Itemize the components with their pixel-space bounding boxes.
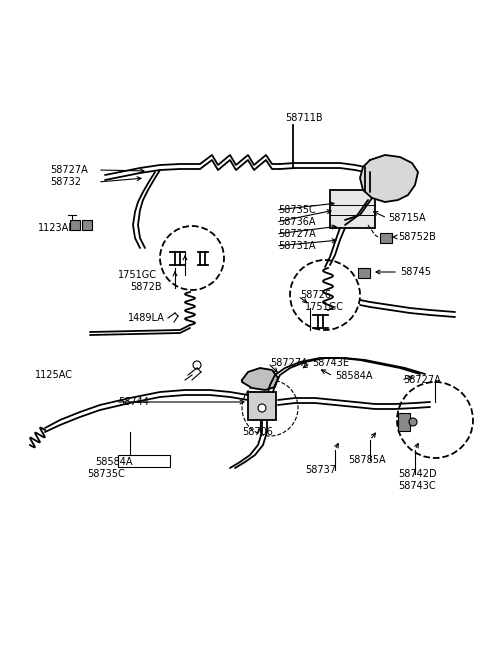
Bar [248,392,276,420]
Text: 1123AL: 1123AL [38,223,75,233]
Text: 58745: 58745 [400,267,431,277]
Text: 58732: 58732 [50,177,81,187]
Text: 58584A: 58584A [95,457,132,467]
Text: 58727A: 58727A [270,358,308,368]
Text: 58726: 58726 [300,290,331,300]
Text: 58736A: 58736A [278,217,315,227]
Text: 58727A: 58727A [278,229,316,239]
Text: 58706: 58706 [242,427,273,437]
Text: 58743C: 58743C [398,481,436,491]
Text: 58715A: 58715A [388,213,426,223]
Bar [380,233,392,243]
Circle shape [409,418,417,426]
Text: 58743E: 58743E [312,358,349,368]
Bar [70,220,80,230]
Bar [398,413,410,431]
Text: 58735C: 58735C [278,205,316,215]
Text: 58737: 58737 [305,465,336,475]
Circle shape [258,404,266,412]
Text: 1125AC: 1125AC [35,370,73,380]
Text: 58711B: 58711B [285,113,323,123]
Text: 5872B: 5872B [130,282,162,292]
Text: 1751GC: 1751GC [118,270,157,280]
Bar [118,455,170,467]
Text: 58742D: 58742D [398,469,437,479]
Text: 58584A: 58584A [335,371,372,381]
Text: 58735C: 58735C [87,469,125,479]
Text: 58731A: 58731A [278,241,315,251]
Polygon shape [242,368,278,390]
Text: 1489LA: 1489LA [128,313,165,323]
Text: 1751GC: 1751GC [305,302,344,312]
Bar [330,190,375,228]
Text: 58785A: 58785A [348,455,385,465]
Bar [358,268,370,278]
Text: 58744: 58744 [118,397,149,407]
Polygon shape [360,155,418,202]
Bar [82,220,92,230]
Text: 58727A: 58727A [403,375,441,385]
Text: 58727A: 58727A [50,165,88,175]
Text: 58752B: 58752B [398,232,436,242]
